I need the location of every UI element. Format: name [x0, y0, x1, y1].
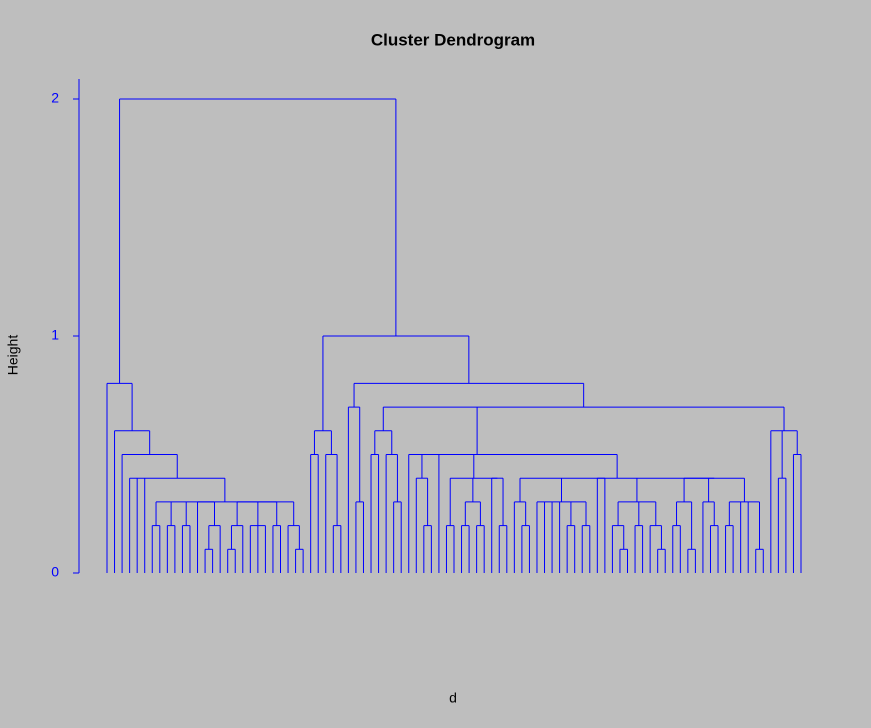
- y-tick-label: 1: [51, 327, 59, 343]
- y-tick-label: 2: [51, 90, 59, 106]
- y-axis-label: Height: [5, 335, 21, 376]
- chart-title: Cluster Dendrogram: [371, 30, 535, 49]
- y-tick-label: 0: [51, 564, 59, 580]
- x-axis-label: d: [449, 690, 457, 706]
